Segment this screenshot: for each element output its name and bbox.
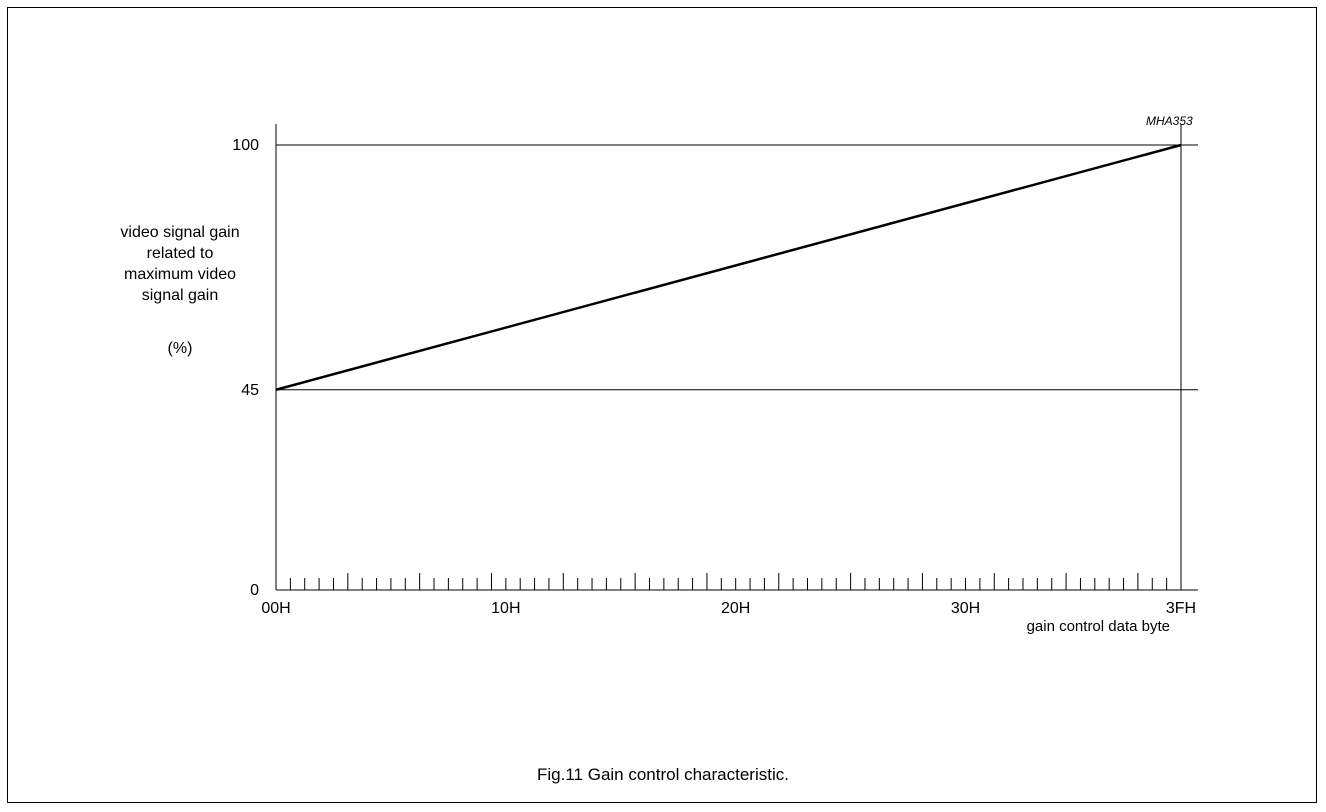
gain-characteristic-line bbox=[275, 143, 1182, 391]
x-axis-title: gain control data byte bbox=[1026, 618, 1170, 635]
y-axis-label-line-3: maximum video bbox=[123, 266, 237, 283]
figure-code: MHA353 bbox=[1146, 114, 1193, 128]
figure-frame bbox=[7, 7, 1317, 803]
figure-caption: Fig.11 Gain control characteristic. bbox=[537, 765, 789, 784]
x-tick-label: 3FH bbox=[1166, 600, 1196, 617]
y-axis-unit: (%) bbox=[167, 340, 193, 357]
y-tick-label: 0 bbox=[250, 582, 259, 599]
x-tick-label: 00H bbox=[261, 600, 290, 617]
x-tick-label: 30H bbox=[951, 600, 980, 617]
y-axis-label-line-2: related to bbox=[146, 245, 214, 262]
y-axis-label-line-4: signal gain bbox=[141, 287, 219, 304]
y-tick-label: 45 bbox=[241, 382, 259, 399]
x-tick-label: 10H bbox=[491, 600, 520, 617]
y-tick-label: 100 bbox=[232, 137, 259, 154]
y-axis-label-line-1: video signal gain bbox=[120, 224, 240, 241]
y-axis-label: video signal gain related to maximum vid… bbox=[60, 222, 300, 306]
x-tick-label: 20H bbox=[721, 600, 750, 617]
